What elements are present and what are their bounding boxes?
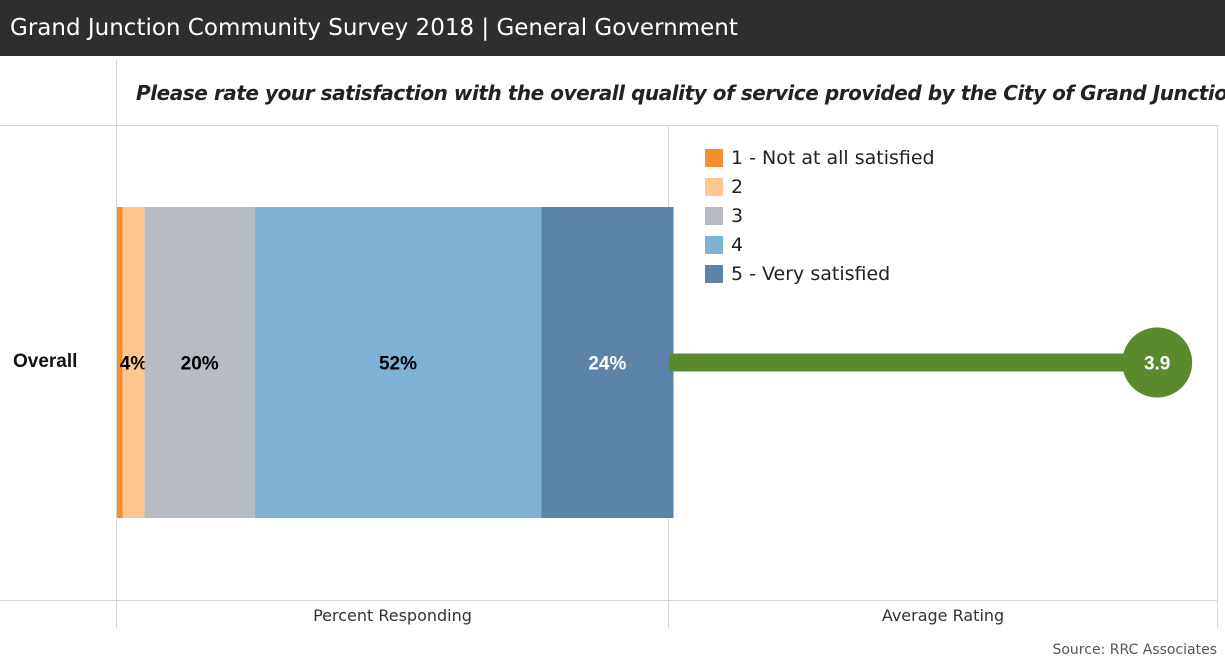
legend-swatch: [705, 264, 723, 283]
right-border: [1217, 125, 1218, 628]
row-label-overall: Overall: [13, 351, 78, 372]
rating-data-label: 3.9: [1144, 354, 1170, 375]
legend-item: 1 - Not at all satisfied: [705, 143, 935, 172]
legend-label: 3: [731, 204, 744, 227]
title-bar: Grand Junction Community Survey 2018 | G…: [0, 0, 1225, 56]
legend-label: 4: [731, 233, 744, 256]
bar-segment: [144, 207, 255, 518]
bar-segment: [117, 207, 123, 518]
legend-swatch: [705, 235, 723, 254]
survey-question: Please rate your satisfaction with the o…: [136, 81, 1225, 105]
legend-item: 2: [705, 172, 935, 201]
bar-data-label: 24%: [588, 354, 626, 375]
legend: 1 - Not at all satisfied 2 3 4 5 - Very sati…: [705, 143, 935, 288]
bar-data-label: 4%: [120, 354, 148, 375]
legend-swatch: [705, 206, 723, 225]
bar-segment: [254, 207, 542, 518]
legend-label: 1 - Not at all satisfied: [731, 146, 935, 169]
legend-item: 5 - Very satisfied: [705, 259, 935, 288]
bar-segment: [122, 207, 145, 518]
left-axis-line: [116, 60, 117, 628]
rating-bar: [669, 353, 1158, 372]
page-title: Grand Junction Community Survey 2018 | G…: [10, 15, 738, 41]
bar-data-label: 20%: [181, 354, 219, 375]
legend-label: 2: [731, 175, 744, 198]
legend-swatch: [705, 177, 723, 196]
axis-label-average: Average Rating: [881, 606, 1005, 625]
legend-swatch: [705, 148, 723, 167]
axis-label-percent: Percent Responding: [313, 606, 472, 625]
divider-under-question: [0, 125, 1218, 126]
legend-item: 4: [705, 230, 935, 259]
rating-dot: [1122, 327, 1193, 398]
bar-data-label: 52%: [379, 354, 417, 375]
legend-item: 3: [705, 201, 935, 230]
source-note: Source: RRC Associates: [1052, 642, 1217, 658]
divider-above-axis: [0, 600, 1218, 601]
legend-label: 5 - Very satisfied: [731, 262, 891, 285]
bar-segment: [541, 207, 674, 518]
